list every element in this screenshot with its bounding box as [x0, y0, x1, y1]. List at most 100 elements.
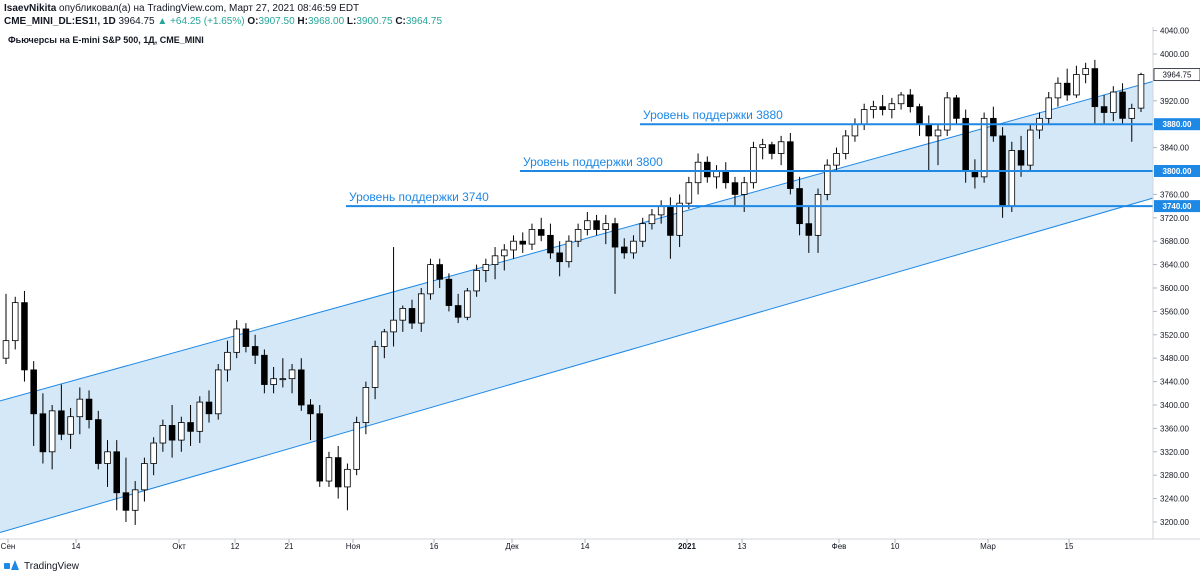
time-tick-label: Мар	[980, 542, 996, 551]
candle-body	[131, 489, 139, 511]
time-axis[interactable]: Сен 14 Окт 12 21 Ноя 16 Дек 14 2021 13 Фев 10 Мар 15	[1, 539, 1074, 551]
candle-body	[1073, 74, 1080, 96]
candle-body	[574, 229, 582, 242]
candle	[445, 273, 453, 312]
candle-body	[113, 451, 120, 494]
candle-body	[362, 387, 370, 423]
time-tick-label: 13	[738, 542, 747, 551]
candle	[943, 92, 951, 136]
candle-body	[454, 305, 462, 318]
candle-body	[150, 442, 157, 464]
candle-body	[390, 319, 397, 333]
close-label: C:	[395, 16, 406, 27]
candle	[704, 156, 711, 183]
candle-body	[85, 398, 93, 421]
candle-body	[750, 147, 757, 184]
candle	[168, 405, 176, 458]
candle-body	[270, 378, 277, 385]
candle	[122, 457, 130, 522]
publish-text: опубликовал(а) на TradingView.com, Март …	[59, 3, 360, 14]
candle-body	[630, 240, 637, 254]
candle	[344, 463, 351, 511]
candle-body	[704, 161, 711, 178]
candle	[371, 340, 379, 400]
candle	[85, 390, 93, 429]
candle-body	[436, 264, 443, 280]
author-name[interactable]: IsaevNikita	[4, 3, 57, 14]
candle-body	[1119, 91, 1126, 119]
candle	[362, 381, 370, 435]
price-tick-label: 3640.00	[1160, 261, 1189, 270]
candle	[141, 457, 148, 502]
candle-body	[759, 144, 766, 149]
candle-body	[547, 234, 554, 254]
high-value: 3968.00	[307, 16, 345, 27]
price-tick-label: 3560.00	[1160, 307, 1189, 316]
candle-body	[1027, 129, 1034, 166]
time-tick-label: Окт	[172, 542, 186, 551]
candle	[417, 288, 425, 332]
candle	[823, 159, 831, 201]
candle-body	[676, 202, 683, 236]
candle	[888, 97, 896, 119]
candle	[648, 209, 656, 230]
candle-body	[261, 354, 268, 385]
high-label: H:	[297, 16, 308, 27]
candle	[676, 194, 683, 248]
candle-body	[980, 117, 988, 178]
candle	[427, 258, 434, 300]
candle	[879, 94, 886, 116]
candle-body	[307, 404, 314, 415]
candle	[1027, 124, 1034, 171]
footer-brand[interactable]: TradingView	[24, 560, 80, 572]
time-tick-label: Сен	[1, 542, 16, 551]
time-tick-label: 12	[231, 542, 240, 551]
tradingview-logo-icon[interactable]	[4, 560, 20, 572]
candle	[999, 127, 1006, 218]
support-levels[interactable]: Уровень поддержки 3880 3880.00 Уровень под…	[346, 108, 1200, 213]
chart-area[interactable]: Уровень поддержки 3880 3880.00 Уровень под…	[0, 27, 1200, 552]
candle-body	[11, 302, 19, 342]
candle-body	[288, 369, 296, 380]
candles-group	[2, 59, 1145, 525]
candle	[1045, 92, 1052, 125]
candle-body	[620, 246, 628, 254]
candle-body	[58, 410, 65, 435]
candle	[630, 235, 637, 259]
price-tick-label: 3320.00	[1160, 448, 1189, 457]
candle-body	[196, 401, 204, 432]
candle	[159, 419, 167, 452]
candle-body	[501, 249, 508, 257]
candlestick-chart[interactable]: Уровень поддержки 3880 3880.00 Уровень под…	[0, 27, 1200, 552]
candle-body	[1082, 68, 1089, 75]
price-tick-label: 3200.00	[1160, 518, 1189, 527]
time-tick-label: 14	[72, 542, 81, 551]
close-value: 3964.75	[405, 16, 443, 27]
candle-body	[768, 144, 776, 154]
candle-body	[657, 205, 665, 216]
ohlc-line: CME_MINI_DL:ES1!, 1D 3964.75 ▲ +64.25 (+…	[4, 15, 1194, 28]
candle-body	[1100, 106, 1108, 113]
price-axis[interactable]: 4040.00 4000.00 3920.00 3840.00 3760.00 3720.…	[1153, 27, 1200, 527]
candle	[113, 440, 120, 511]
candle	[1110, 86, 1117, 122]
candle-body	[833, 153, 840, 166]
candle-body	[934, 129, 942, 137]
price-tick-label: 4040.00	[1160, 27, 1189, 36]
candle-body	[639, 223, 646, 242]
candle	[814, 188, 822, 253]
candle-body	[510, 240, 517, 251]
candle-body	[565, 240, 573, 263]
candle	[187, 405, 194, 446]
support-price-tag-label: 3880.00	[1163, 120, 1192, 129]
price-tick-label: 3680.00	[1160, 237, 1189, 246]
candle-body	[777, 141, 785, 154]
candle-body	[473, 270, 480, 292]
candle-body	[842, 135, 849, 154]
candle-body	[990, 117, 997, 137]
candle	[584, 211, 591, 236]
candle-body	[2, 340, 10, 359]
candle-body	[1063, 82, 1071, 96]
time-tick-label: 2021	[678, 542, 696, 551]
candle-body	[381, 331, 388, 347]
